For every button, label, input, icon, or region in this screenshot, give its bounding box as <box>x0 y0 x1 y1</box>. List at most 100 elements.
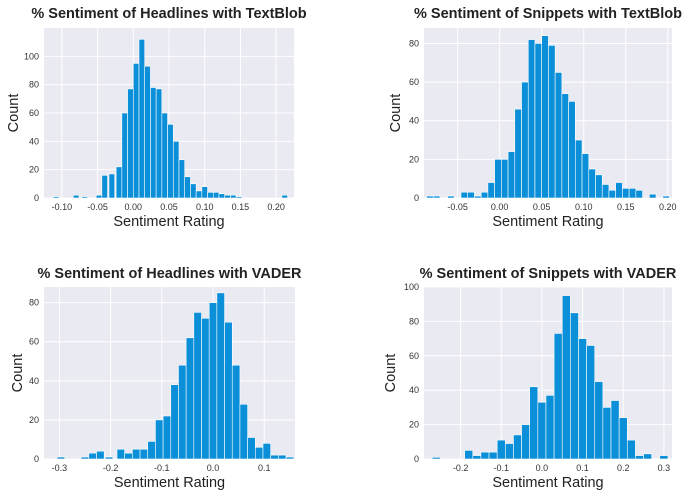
y-tick-label: 0 <box>414 193 419 203</box>
x-tick-label: 0.05 <box>533 202 551 212</box>
y-tick-label: 0 <box>34 454 39 464</box>
histogram-bar <box>212 192 220 199</box>
histogram-bar <box>447 195 455 199</box>
y-tick-label: 80 <box>29 80 39 90</box>
y-tick-label: 40 <box>409 116 419 126</box>
x-tick-label: -0.2 <box>453 463 469 473</box>
x-tick-label: 0.00 <box>491 202 509 212</box>
histogram-bar <box>108 173 116 199</box>
histogram-bar <box>568 101 576 199</box>
histogram-bar <box>602 407 612 460</box>
histogram-bar <box>167 124 174 199</box>
x-tick-label: 0.2 <box>617 463 630 473</box>
histogram-bar <box>501 159 509 199</box>
histogram-bar <box>534 43 542 199</box>
histogram-bar <box>224 321 233 460</box>
x-tick-label: 0.20 <box>267 202 285 212</box>
y-tick-label: 40 <box>29 376 39 386</box>
histogram-bar <box>575 139 583 199</box>
histogram-bar <box>235 196 243 199</box>
histogram-bar <box>247 437 256 460</box>
histogram-bar <box>529 386 539 460</box>
x-tick-labels: -0.3 -0.2 -0.1 0.0 0.1 <box>52 463 271 473</box>
y-axis-label: Count <box>6 94 22 133</box>
chart-title: % Sentiment of Headlines with VADER <box>38 266 303 282</box>
histogram-bar <box>127 88 134 199</box>
histogram-bar <box>628 188 637 199</box>
histogram-bar <box>464 450 474 460</box>
y-tick-label: 20 <box>29 415 39 425</box>
histogram-bar <box>649 193 657 199</box>
histogram-bar <box>150 87 157 199</box>
histogram-bar <box>586 345 596 460</box>
histogram-bar <box>527 39 536 199</box>
histogram-bar <box>588 168 596 199</box>
x-tick-label: -0.1 <box>154 463 170 473</box>
grid <box>424 286 672 460</box>
histogram-bar <box>162 415 172 460</box>
histogram-bar <box>270 454 279 460</box>
x-axis-label: Sentiment Rating <box>492 214 603 230</box>
histogram-bar <box>231 364 241 460</box>
histogram-bar <box>662 195 670 199</box>
histogram-bar <box>545 395 555 460</box>
histogram-bar <box>139 448 149 460</box>
y-tick-labels: 0 20 40 60 80 <box>29 298 39 464</box>
x-tick-label: 0.15 <box>232 202 250 212</box>
x-tick-label: 0.15 <box>617 202 635 212</box>
histogram-bar <box>561 295 571 460</box>
chart-headlines-vader: -0.3 -0.2 -0.1 0.0 0.1 0 20 40 60 80 % Sentiment… <box>10 266 302 491</box>
histogram-bar <box>116 448 125 460</box>
histogram-bar <box>208 302 218 460</box>
histogram-bar <box>467 191 475 199</box>
histogram-bar <box>578 338 587 460</box>
y-tick-label: 60 <box>29 108 39 118</box>
histogram-bar <box>80 456 90 460</box>
bar-series <box>56 292 295 460</box>
histogram-bar <box>132 63 140 199</box>
histogram-bar <box>561 93 569 199</box>
histogram-bar <box>262 443 271 460</box>
histogram-bar <box>521 424 531 460</box>
histogram-bar <box>643 453 652 460</box>
histogram-bar <box>431 456 441 460</box>
histogram-bar <box>537 401 547 460</box>
histogram-bar <box>81 196 88 199</box>
y-tick-label: 20 <box>409 154 419 164</box>
x-tick-labels: -0.2 -0.1 0.0 0.1 0.2 0.3 <box>453 463 670 473</box>
x-tick-label: -0.05 <box>87 202 108 212</box>
histogram-bar <box>601 184 610 199</box>
histogram-bar <box>626 439 636 460</box>
x-tick-label: -0.3 <box>52 463 68 473</box>
y-axis-label: Count <box>383 354 399 393</box>
histogram-bar <box>594 381 604 460</box>
bar-series <box>52 39 288 199</box>
histogram-bar <box>147 441 156 460</box>
histogram-bar <box>201 317 210 460</box>
histogram-bar <box>96 450 105 460</box>
histogram-bar <box>521 81 529 199</box>
y-tick-label: 80 <box>29 298 39 308</box>
histogram-bar <box>184 176 191 199</box>
y-tick-labels: 0 20 40 60 80 100 <box>404 282 419 464</box>
histogram-bar <box>474 195 482 199</box>
histogram-bar <box>581 153 590 199</box>
x-tick-label: 0.05 <box>160 202 178 212</box>
y-axis-label: Count <box>388 94 404 133</box>
chart-snippets-textblob: -0.05 0.00 0.05 0.10 0.15 0.20 0 20 40 60 80 % Se… <box>388 6 682 230</box>
histogram-bar <box>201 186 208 199</box>
histogram-bar <box>659 455 669 460</box>
histogram-bar <box>172 141 180 199</box>
x-axis-label: Sentiment Rating <box>114 475 225 491</box>
histogram-bar <box>170 384 179 460</box>
histogram-bar <box>230 194 237 199</box>
histogram-bar <box>115 166 123 199</box>
histogram-bar <box>52 196 60 199</box>
y-tick-label: 100 <box>404 282 419 292</box>
histogram-bar <box>432 195 441 199</box>
x-tick-label: -0.05 <box>447 202 468 212</box>
y-axis-label: Count <box>10 354 26 393</box>
chart-snippets-vader: -0.2 -0.1 0.0 0.1 0.2 0.3 0 20 40 60 80 100 % Sent… <box>383 266 677 491</box>
histogram-bar <box>570 312 579 460</box>
